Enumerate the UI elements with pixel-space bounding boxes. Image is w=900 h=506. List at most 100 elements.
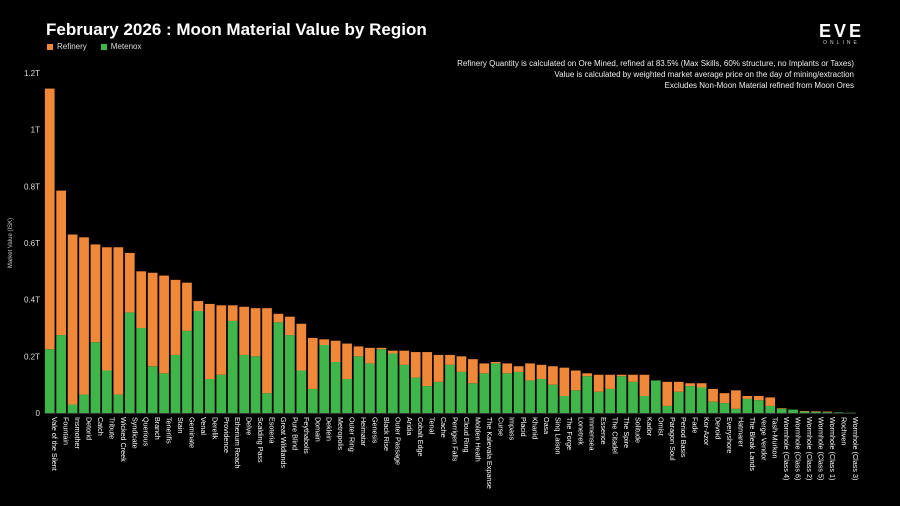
y-tick-label: 1.2T xyxy=(24,69,40,78)
bar-metenox xyxy=(822,412,833,413)
bar-refinery xyxy=(67,234,78,405)
x-tick-label: The Spire xyxy=(622,417,631,448)
bar-metenox xyxy=(227,320,238,413)
note-value-calc: Value is calculated by weighted market a… xyxy=(554,70,854,79)
y-tick-label: 0.6T xyxy=(24,239,40,248)
bar-metenox xyxy=(628,381,638,413)
x-tick-label: Period Basis xyxy=(679,417,688,458)
bar-metenox xyxy=(273,322,284,413)
bar-metenox xyxy=(90,342,101,413)
x-tick-label: Detorid xyxy=(85,417,94,440)
bar-metenox xyxy=(605,388,615,413)
bar-refinery xyxy=(124,252,135,313)
x-tick-label: Tenerifis xyxy=(165,417,174,444)
note-refinery-calc: Refinery Quantity is calculated on Ore M… xyxy=(457,59,854,68)
x-tick-label: Wormhole (Class 3) xyxy=(851,417,860,480)
x-tick-label: Sinq Laison xyxy=(553,417,562,455)
bar-refinery xyxy=(250,308,261,357)
bar-metenox xyxy=(548,384,558,413)
bar-metenox xyxy=(696,387,707,413)
bar-metenox xyxy=(570,390,581,413)
x-tick-label: Vale of the Silent xyxy=(50,417,59,471)
bar-refinery xyxy=(582,373,593,377)
bar-refinery xyxy=(227,305,238,321)
x-tick-label: Esoteria xyxy=(268,417,277,443)
bar-refinery xyxy=(696,383,707,388)
bar-metenox xyxy=(147,366,158,413)
bar-refinery xyxy=(468,359,478,384)
x-tick-label: Rochven xyxy=(839,417,848,445)
x-tick-label: Providence xyxy=(222,417,231,453)
bar-refinery xyxy=(605,374,615,389)
bar-refinery xyxy=(479,363,490,374)
x-tick-label: Etherium Reach xyxy=(233,417,242,469)
bar-metenox xyxy=(479,373,490,413)
x-tick-label: Catch xyxy=(96,417,105,436)
bar-metenox xyxy=(662,405,673,413)
bar-refinery xyxy=(273,313,284,323)
x-tick-label: Perrigen Falls xyxy=(451,417,460,462)
bar-refinery xyxy=(44,88,55,350)
bar-refinery xyxy=(170,279,181,355)
bar-metenox xyxy=(296,370,307,413)
bar-metenox xyxy=(445,364,455,413)
legend: Refinery Metenox xyxy=(47,42,141,51)
bar-refinery xyxy=(330,340,341,362)
x-tick-label: Kador xyxy=(645,417,654,437)
bar-refinery xyxy=(182,282,192,331)
bar-metenox xyxy=(102,370,112,413)
x-tick-label: Devoid xyxy=(714,417,723,439)
bar-refinery xyxy=(102,247,112,371)
legend-swatch-metenox xyxy=(100,43,107,50)
bar-refinery xyxy=(502,363,513,374)
bar-refinery xyxy=(513,366,524,372)
logo-text: EVE xyxy=(818,21,864,41)
bar-refinery xyxy=(56,190,67,336)
bar-metenox xyxy=(719,403,730,413)
x-tick-label: Insmother xyxy=(73,417,82,450)
legend-item-metenox: Metenox xyxy=(100,42,141,51)
x-tick-label: Metropolis xyxy=(336,417,345,451)
bar-refinery xyxy=(662,381,673,406)
x-tick-label: Khanid xyxy=(531,417,540,439)
x-tick-label: Scalding Pass xyxy=(256,417,265,463)
x-tick-label: Paragon Soul xyxy=(668,417,677,461)
y-tick-label: 0.8T xyxy=(24,182,40,191)
bar-refinery xyxy=(616,374,627,377)
bar-refinery xyxy=(753,396,764,401)
x-tick-label: Delve xyxy=(245,417,254,435)
bar-metenox xyxy=(456,371,467,413)
bar-refinery xyxy=(376,347,387,350)
bar-refinery xyxy=(719,393,730,404)
bar-metenox xyxy=(525,380,535,413)
bar-refinery xyxy=(307,337,318,389)
x-tick-label: Querious xyxy=(142,417,151,447)
x-tick-label: Deklein xyxy=(325,417,334,441)
bar-refinery xyxy=(204,303,215,379)
bar-metenox xyxy=(365,363,375,413)
x-tick-label: Black Rise xyxy=(382,417,391,451)
x-tick-label: Wormhole (Class 4) xyxy=(782,417,791,480)
x-tick-label: Wormhole (Class 5) xyxy=(816,417,825,480)
bar-refinery xyxy=(456,356,467,372)
bar-metenox xyxy=(410,377,421,413)
bar-metenox xyxy=(742,398,753,413)
logo-subtext: ONLINE xyxy=(823,40,860,46)
bar-refinery xyxy=(593,374,604,392)
x-tick-label: Immensea xyxy=(588,417,597,451)
bar-refinery xyxy=(159,275,169,374)
chart-title: February 2026 : Moon Material Value by R… xyxy=(46,20,427,39)
bar-refinery xyxy=(776,408,787,409)
bar-metenox xyxy=(468,383,478,413)
bar-metenox xyxy=(502,373,513,413)
bar-refinery xyxy=(799,411,810,412)
bar-refinery xyxy=(708,388,718,402)
bar-refinery xyxy=(365,347,375,364)
bar-metenox xyxy=(799,411,810,413)
y-tick-label: 0.4T xyxy=(24,296,40,305)
x-tick-label: Essence xyxy=(599,417,608,445)
x-tick-label: Wormhole (Class 1) xyxy=(828,417,837,480)
bar-metenox xyxy=(56,335,67,413)
bar-metenox xyxy=(422,386,432,413)
